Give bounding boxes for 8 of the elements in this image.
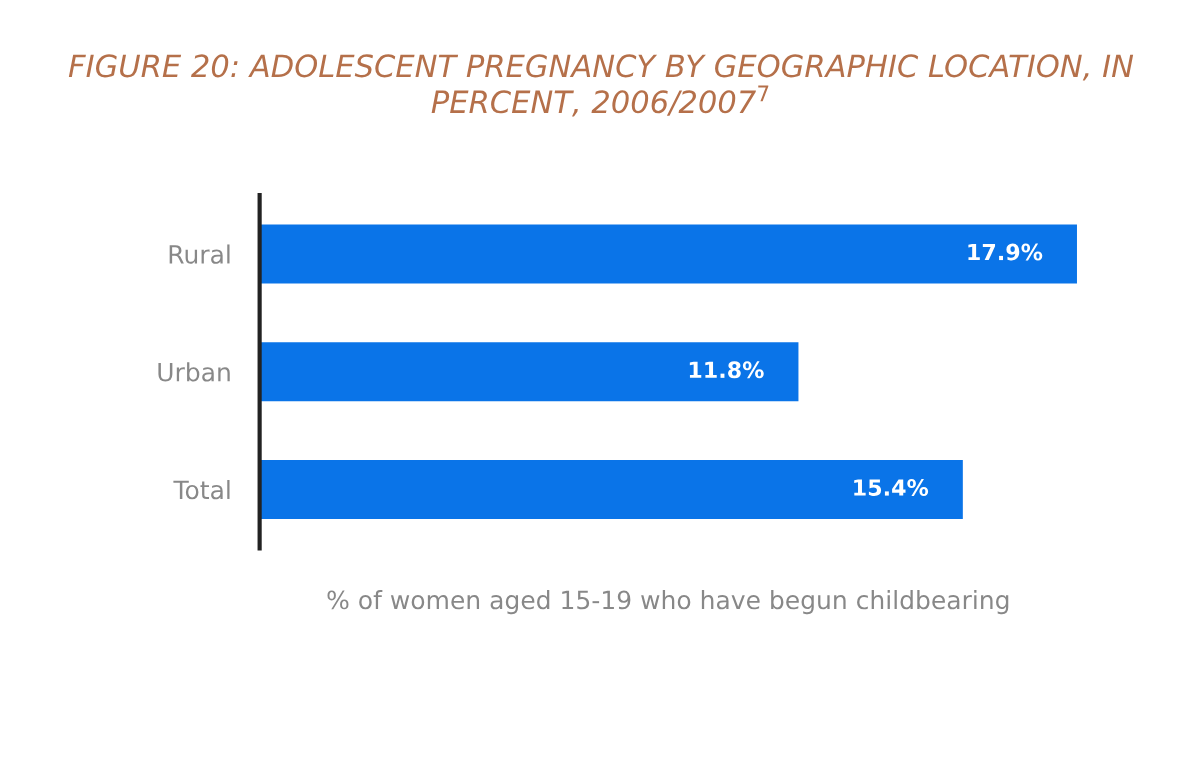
data-label: 11.8% [689, 361, 764, 379]
data-label: 15.4% [854, 479, 929, 496]
data-label: 17.9% [968, 243, 1043, 261]
chart-title: FIGURE 20: ADOLESCENT PREGNANCY BY GEOGRAPHIC LOCATION, IN PERCENT, 2006/2007$^{7}$ [68, 54, 1134, 117]
y-tick-label: Total [173, 479, 230, 500]
x-axis-title: % of women aged 15-19 who have begun childbearing [327, 590, 1009, 615]
y-tick-label: Urban [158, 362, 230, 382]
y-tick-label: Rural [169, 244, 230, 264]
